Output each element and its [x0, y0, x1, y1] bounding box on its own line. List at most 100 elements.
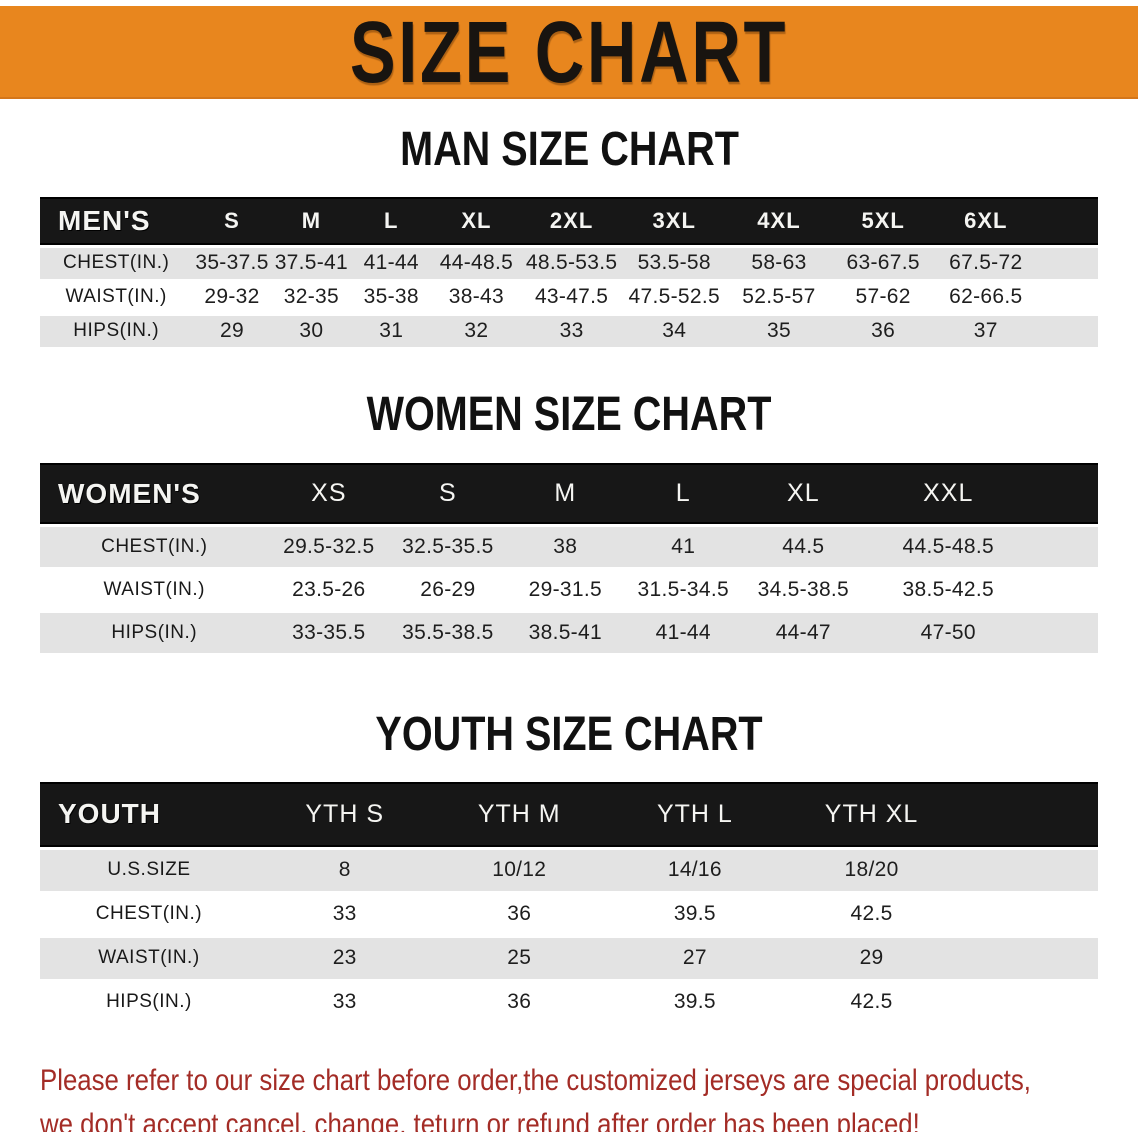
row-spacer [960, 981, 1098, 1023]
row-label: WAIST(IN.) [40, 937, 258, 979]
row-label: CHEST(IN.) [40, 247, 193, 279]
women-size-table: WOMEN'S XS S M L XL XXL CHEST(IN.) 29.5-32.5 32.5… [40, 460, 1098, 656]
size-column-header: XL [431, 196, 522, 245]
measurement-value: 29-32 [192, 281, 272, 313]
row-spacer [960, 893, 1098, 935]
size-table-header-row: WOMEN'S XS S M L XL XXL [40, 463, 1098, 525]
measurement-value: 38.5-41 [506, 613, 624, 654]
measurement-row: WAIST(IN.) 23 25 27 29 [40, 937, 1098, 979]
table-corner-label: MEN'S [40, 196, 193, 245]
measurement-value: 35.5-38.5 [389, 613, 507, 654]
size-column-header: YTH S [257, 781, 432, 847]
row-label: U.S.SIZE [40, 849, 258, 891]
measurement-row: CHEST(IN.) 33 36 39.5 42.5 [40, 893, 1098, 935]
youth-size-table: YOUTH YTH S YTH M YTH L YTH XL U.S.SIZE 8 10/12… [40, 779, 1098, 1026]
header-spacer [1032, 463, 1098, 525]
row-spacer [1032, 527, 1098, 568]
row-spacer [960, 937, 1098, 979]
measurement-row: HIPS(IN.) 33-35.5 35.5-38.5 38.5-41 41-44 44-… [40, 613, 1098, 654]
row-label: WAIST(IN.) [40, 281, 193, 313]
header-spacer [960, 781, 1098, 847]
measurement-value: 29-31.5 [506, 570, 624, 611]
measurement-row: U.S.SIZE 8 10/12 14/16 18/20 [40, 849, 1098, 891]
women-size-section: WOMEN SIZE CHART WOMEN'S XS S M L XL XXL CHEST(… [0, 385, 1138, 657]
size-table-header-row: MEN'S S M L XL 2XL 3XL 4XL 5XL 6XL [40, 196, 1098, 245]
measurement-row: WAIST(IN.) 29-32 32-35 35-38 38-43 43-47.5 47.… [40, 281, 1098, 313]
youth-section-title: YOUTH SIZE CHART [0, 708, 1138, 760]
measurement-value: 23 [257, 937, 432, 979]
measurement-value: 48.5-53.5 [521, 247, 622, 279]
disclaimer: Please refer to our size chart before or… [40, 1059, 1138, 1132]
measurement-value: 43-47.5 [521, 281, 622, 313]
measurement-value: 10/12 [431, 849, 608, 891]
measurement-row: HIPS(IN.) 29 30 31 32 33 34 35 36 37 [40, 315, 1098, 347]
measurement-value: 63-67.5 [831, 247, 935, 279]
measurement-value: 44.5-48.5 [864, 527, 1033, 568]
women-section-title-text: WOMEN SIZE CHART [366, 385, 772, 441]
measurement-row: CHEST(IN.) 35-37.5 37.5-41 41-44 44-48.5 48.5… [40, 247, 1098, 279]
measurement-value: 14/16 [607, 849, 783, 891]
disclaimer-line-2: we don't accept cancel, change, teturn o… [40, 1107, 920, 1132]
size-column-header: XXL [864, 463, 1033, 525]
size-column-header: YTH XL [782, 781, 961, 847]
measurement-value: 47.5-52.5 [621, 281, 727, 313]
table-corner-label: WOMEN'S [40, 463, 269, 525]
measurement-value: 32.5-35.5 [389, 527, 507, 568]
measurement-value: 35-37.5 [192, 247, 272, 279]
measurement-value: 33 [521, 315, 622, 347]
row-label: WAIST(IN.) [40, 570, 269, 611]
men-section-title: MAN SIZE CHART [0, 122, 1138, 174]
measurement-value: 52.5-57 [726, 281, 832, 313]
size-table-header-row: YOUTH YTH S YTH M YTH L YTH XL [40, 781, 1098, 847]
women-section-title: WOMEN SIZE CHART [0, 385, 1138, 441]
size-column-header: 6XL [935, 196, 1037, 245]
row-spacer [1036, 247, 1098, 279]
measurement-value: 25 [431, 937, 608, 979]
measurement-value: 39.5 [607, 981, 783, 1023]
banner-title: SIZE CHART [349, 2, 789, 101]
size-column-header: M [271, 196, 352, 245]
measurement-value: 26-29 [389, 570, 507, 611]
measurement-value: 30 [271, 315, 352, 347]
measurement-value: 8 [257, 849, 432, 891]
men-size-section: MAN SIZE CHART MEN'S S M L XL 2XL 3XL 4XL 5XL 6XL… [0, 122, 1138, 350]
size-column-header: XS [268, 463, 390, 525]
measurement-value: 33-35.5 [268, 613, 390, 654]
measurement-value: 47-50 [864, 613, 1033, 654]
measurement-value: 29 [782, 937, 961, 979]
table-corner-label: YOUTH [40, 781, 258, 847]
size-column-header: 2XL [521, 196, 622, 245]
measurement-value: 44-48.5 [431, 247, 522, 279]
measurement-row: CHEST(IN.) 29.5-32.5 32.5-35.5 38 41 44.5 44.5… [40, 527, 1098, 568]
size-column-header: S [192, 196, 272, 245]
measurement-value: 44.5 [742, 527, 865, 568]
measurement-value: 31.5-34.5 [624, 570, 743, 611]
measurement-value: 33 [257, 893, 432, 935]
measurement-value: 35 [726, 315, 832, 347]
measurement-value: 32-35 [271, 281, 352, 313]
measurement-value: 33 [257, 981, 432, 1023]
size-column-header: M [506, 463, 624, 525]
measurement-value: 44-47 [742, 613, 865, 654]
row-spacer [1032, 570, 1098, 611]
measurement-value: 62-66.5 [935, 281, 1037, 313]
size-column-header: YTH M [431, 781, 608, 847]
measurement-value: 32 [431, 315, 522, 347]
measurement-value: 37.5-41 [271, 247, 352, 279]
size-column-header: L [351, 196, 432, 245]
measurement-value: 34 [621, 315, 727, 347]
measurement-value: 37 [935, 315, 1037, 347]
row-spacer [1036, 315, 1098, 347]
men-size-table: MEN'S S M L XL 2XL 3XL 4XL 5XL 6XL CHEST(IN.) 35-37… [40, 194, 1098, 350]
size-column-header: S [389, 463, 507, 525]
measurement-row: HIPS(IN.) 33 36 39.5 42.5 [40, 981, 1098, 1023]
measurement-value: 38 [506, 527, 624, 568]
measurement-value: 29 [192, 315, 272, 347]
row-spacer [1036, 281, 1098, 313]
size-column-header: XL [742, 463, 865, 525]
header-spacer [1036, 196, 1098, 245]
row-spacer [960, 849, 1098, 891]
row-spacer [1032, 613, 1098, 654]
measurement-value: 53.5-58 [621, 247, 727, 279]
